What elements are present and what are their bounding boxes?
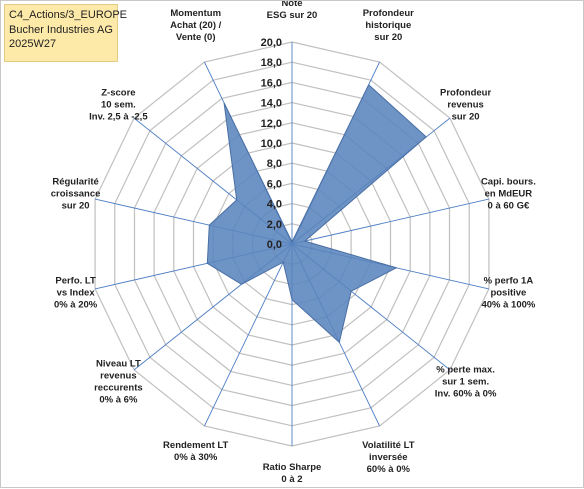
axis-label-line: 0% à 30% <box>174 452 218 463</box>
axis-label-line: 0 à 60 G€ <box>488 201 530 212</box>
axis-label-line: Rendement LT <box>163 440 228 451</box>
radial-tick-label: 4,0 <box>267 199 282 211</box>
info-box: C4_Actions/3_EUROPE Bucher Industries AG… <box>4 4 127 62</box>
axis-label-line: Régularité <box>52 177 98 188</box>
axis-label-line: Perfo. LT <box>55 275 96 286</box>
axis-spoke <box>203 243 293 427</box>
radial-tick-label: 10,0 <box>261 138 282 150</box>
axis-label: Profondeur revenus sur 20 <box>440 88 491 123</box>
axis-label-line: sur 20 <box>452 112 480 123</box>
axis-label-line: Niveau LT <box>96 358 141 369</box>
axis-label-line: Ratio Sharpe <box>263 462 322 473</box>
axis-label: Régularité croissance sur 20 <box>51 177 101 212</box>
axis-label: Profondeur historique sur 20 <box>363 8 414 43</box>
radial-tick-label: 12,0 <box>261 118 282 130</box>
axis-label-line: 0 à 2 <box>281 474 302 485</box>
axis-label-line: vs Index <box>57 287 96 298</box>
radial-tick-label: 18,0 <box>261 57 282 69</box>
radial-tick-label: 2,0 <box>267 219 282 231</box>
axis-label-line: en MdEUR <box>485 189 533 200</box>
axis-label-line: 0% à 20% <box>54 299 98 310</box>
axis-label-line: historique <box>365 20 411 31</box>
axis-label-line: Z-score <box>101 88 135 99</box>
axis-label-line: Profondeur <box>363 8 414 19</box>
axis-label-line: 60% à 0% <box>367 464 411 475</box>
axis-label-line: 10 sem. <box>101 100 136 111</box>
axis-label: Capi. bours. en MdEUR 0 à 60 G€ <box>481 177 536 212</box>
axis-label-line: croissance <box>51 189 101 200</box>
axis-label-line: % perfo 1A <box>484 275 534 286</box>
radial-tick-label: 14,0 <box>261 98 282 110</box>
axis-label-line: revenus <box>447 100 483 111</box>
axis-label-line: sur 1 sem. <box>442 376 489 387</box>
radial-tick-label: 16,0 <box>261 77 282 89</box>
radial-tick-label: 8,0 <box>267 158 282 170</box>
data-series-area <box>206 83 427 344</box>
axis-label-line: Vente (0) <box>176 32 216 43</box>
axis-label: Perfo. LT vs Index 0% à 20% <box>54 275 98 310</box>
radial-tick-label: 0,0 <box>267 239 282 251</box>
axis-label-line: Inv. 60% à 0% <box>435 388 497 399</box>
axis-label-line: ESG sur 20 <box>267 10 318 21</box>
axis-label-line: Inv. 2,5 à -2,5 <box>89 112 148 123</box>
axis-label-line: revenus <box>100 370 136 381</box>
axis-label: Rendement LT 0% à 30% <box>163 440 228 463</box>
axis-label: Ratio Sharpe 0 à 2 <box>263 462 322 485</box>
axis-label-line: sur 20 <box>374 32 402 43</box>
axis-label-line: Note <box>281 1 302 9</box>
radial-tick-label: 20,0 <box>261 37 282 49</box>
axis-label-line: Volatilité LT <box>362 440 415 451</box>
axis-label-line: Capi. bours. <box>481 177 536 188</box>
axis-label-line: % perte max. <box>436 364 495 375</box>
axis-label-line: sur 20 <box>62 201 90 212</box>
axis-label: Niveau LT revenus reccurents 0% à 6% <box>94 358 143 405</box>
axis-label-line: 0% à 6% <box>99 394 138 405</box>
axis-label-line: positive <box>490 287 526 298</box>
axis-label: Momentum Achat (20) / Vente (0) <box>170 8 222 43</box>
info-company: Bucher Industries AG <box>9 23 113 36</box>
radial-tick-label: 6,0 <box>267 178 282 190</box>
axis-label-line: 40% à 100% <box>481 299 535 310</box>
axis-label: % perte max. sur 1 sem. Inv. 60% à 0% <box>435 364 497 399</box>
axis-label-line: Momentum <box>170 8 221 19</box>
axis-label-line: Profondeur <box>440 88 491 99</box>
axis-spoke <box>291 198 490 245</box>
info-category: C4_Actions/3_EUROPE <box>9 9 127 21</box>
axis-label: Volatilité LT inversée 60% à 0% <box>362 440 415 475</box>
axis-label-line: inversée <box>369 452 408 463</box>
axis-label: Note ESG sur 20 <box>267 1 318 21</box>
info-week: 2025W27 <box>9 38 57 50</box>
axis-label-line: Achat (20) / <box>170 20 222 31</box>
axis-label-line: reccurents <box>94 382 143 393</box>
axis-label: % perfo 1A positive 40% à 100% <box>481 275 535 310</box>
axis-label: Z-score 10 sem. Inv. 2,5 à -2,5 <box>89 88 148 123</box>
